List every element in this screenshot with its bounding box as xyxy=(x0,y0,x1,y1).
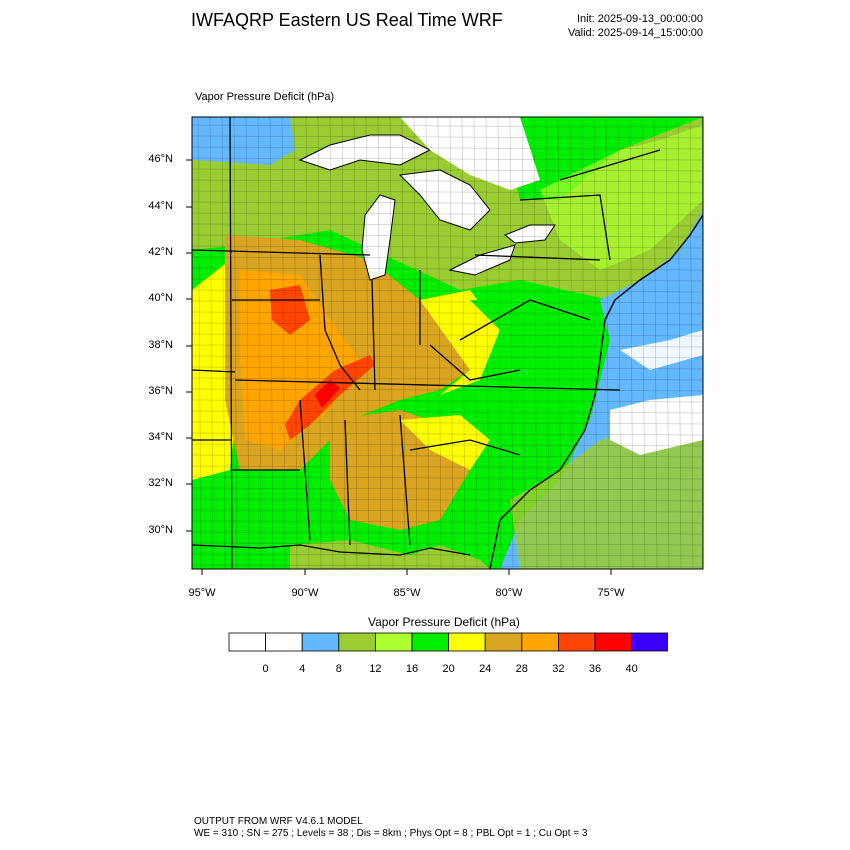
colorbar-tick-label: 16 xyxy=(405,663,419,675)
colorbar xyxy=(228,632,668,652)
lon-label-85: 85°W xyxy=(393,587,421,599)
footer-config: WE = 310 ; SN = 275 ; Levels = 38 ; Dis … xyxy=(194,828,588,839)
lat-label-42: 42°N xyxy=(148,246,173,258)
lat-label-34: 34°N xyxy=(148,431,173,443)
field-label: Vapor Pressure Deficit (hPa) xyxy=(195,91,335,103)
lake-ontario xyxy=(504,224,556,244)
footer-model: OUTPUT FROM WRF V4.6.1 MODEL xyxy=(194,816,363,827)
colorbar-swatch xyxy=(521,632,559,652)
region-northeast xyxy=(540,125,703,270)
region-nw-low xyxy=(192,117,295,165)
colorbar-swatch xyxy=(374,632,413,652)
colorbar-swatch xyxy=(594,632,632,652)
lat-label-32: 32°N xyxy=(148,477,173,489)
axis-ticks xyxy=(186,159,612,575)
colorbar-swatch xyxy=(631,632,668,652)
colorbar-swatch xyxy=(411,632,449,652)
hotspot-il xyxy=(270,285,310,335)
colorbar-swatch xyxy=(228,632,266,652)
lat-label-40: 40°N xyxy=(148,292,173,304)
init-time: Init: 2025-09-13_00:00:00 xyxy=(577,13,703,25)
county-grid xyxy=(192,117,703,569)
coastline xyxy=(489,214,703,569)
colorbar-tick-label: 40 xyxy=(625,663,638,675)
atlantic-white-band xyxy=(610,395,703,455)
lon-label-90: 90°W xyxy=(291,587,319,599)
lon-label-95: 95°W xyxy=(188,587,216,599)
colorbar-tick-label: 20 xyxy=(442,663,455,675)
lon-label-75: 75°W xyxy=(597,587,625,599)
state-boundaries xyxy=(192,117,661,569)
valid-time: Valid: 2025-09-14_15:00:00 xyxy=(568,27,703,39)
legend-title: Vapor Pressure Deficit (hPa) xyxy=(368,615,520,629)
region-ga-yellow xyxy=(400,415,490,470)
colorbar-swatch xyxy=(301,632,340,652)
map-frame xyxy=(191,116,704,570)
colorbar-tick-label: 8 xyxy=(335,663,342,675)
colorbar-swatch xyxy=(557,632,596,652)
atlantic-south xyxy=(510,420,703,569)
colorbar-tick-label: 12 xyxy=(369,663,382,675)
lake-huron xyxy=(398,169,491,231)
lat-label-38: 38°N xyxy=(148,339,173,351)
lat-label-46: 46°N xyxy=(148,153,173,165)
colorbar-tick-label: 24 xyxy=(479,663,492,675)
canada-white xyxy=(400,117,540,190)
colorbar-swatch xyxy=(484,632,523,652)
colorbar-swatch xyxy=(338,632,376,652)
colorbar-tick-label: 4 xyxy=(299,663,306,675)
hotspot-red xyxy=(315,380,340,408)
lat-label-30: 30°N xyxy=(148,524,173,536)
atlantic-white-strip xyxy=(620,330,703,370)
lat-label-44: 44°N xyxy=(148,200,173,212)
plot-title: IWFAQRP Eastern US Real Time WRF xyxy=(191,10,503,30)
gulf-coastline xyxy=(192,544,471,556)
colorbar-tick-label: 0 xyxy=(262,663,269,675)
colorbar-swatch xyxy=(448,632,486,652)
colorbar-tick-label: 32 xyxy=(552,663,565,675)
region-ohio-yellow xyxy=(420,290,500,395)
colorbar-tick-label: 28 xyxy=(515,663,528,675)
region-east-green xyxy=(470,300,600,450)
colorbar-swatch xyxy=(265,632,303,652)
lon-label-80: 80°W xyxy=(495,587,523,599)
colorbar-tick-label: 36 xyxy=(588,663,602,675)
lat-label-36: 36°N xyxy=(148,385,173,397)
